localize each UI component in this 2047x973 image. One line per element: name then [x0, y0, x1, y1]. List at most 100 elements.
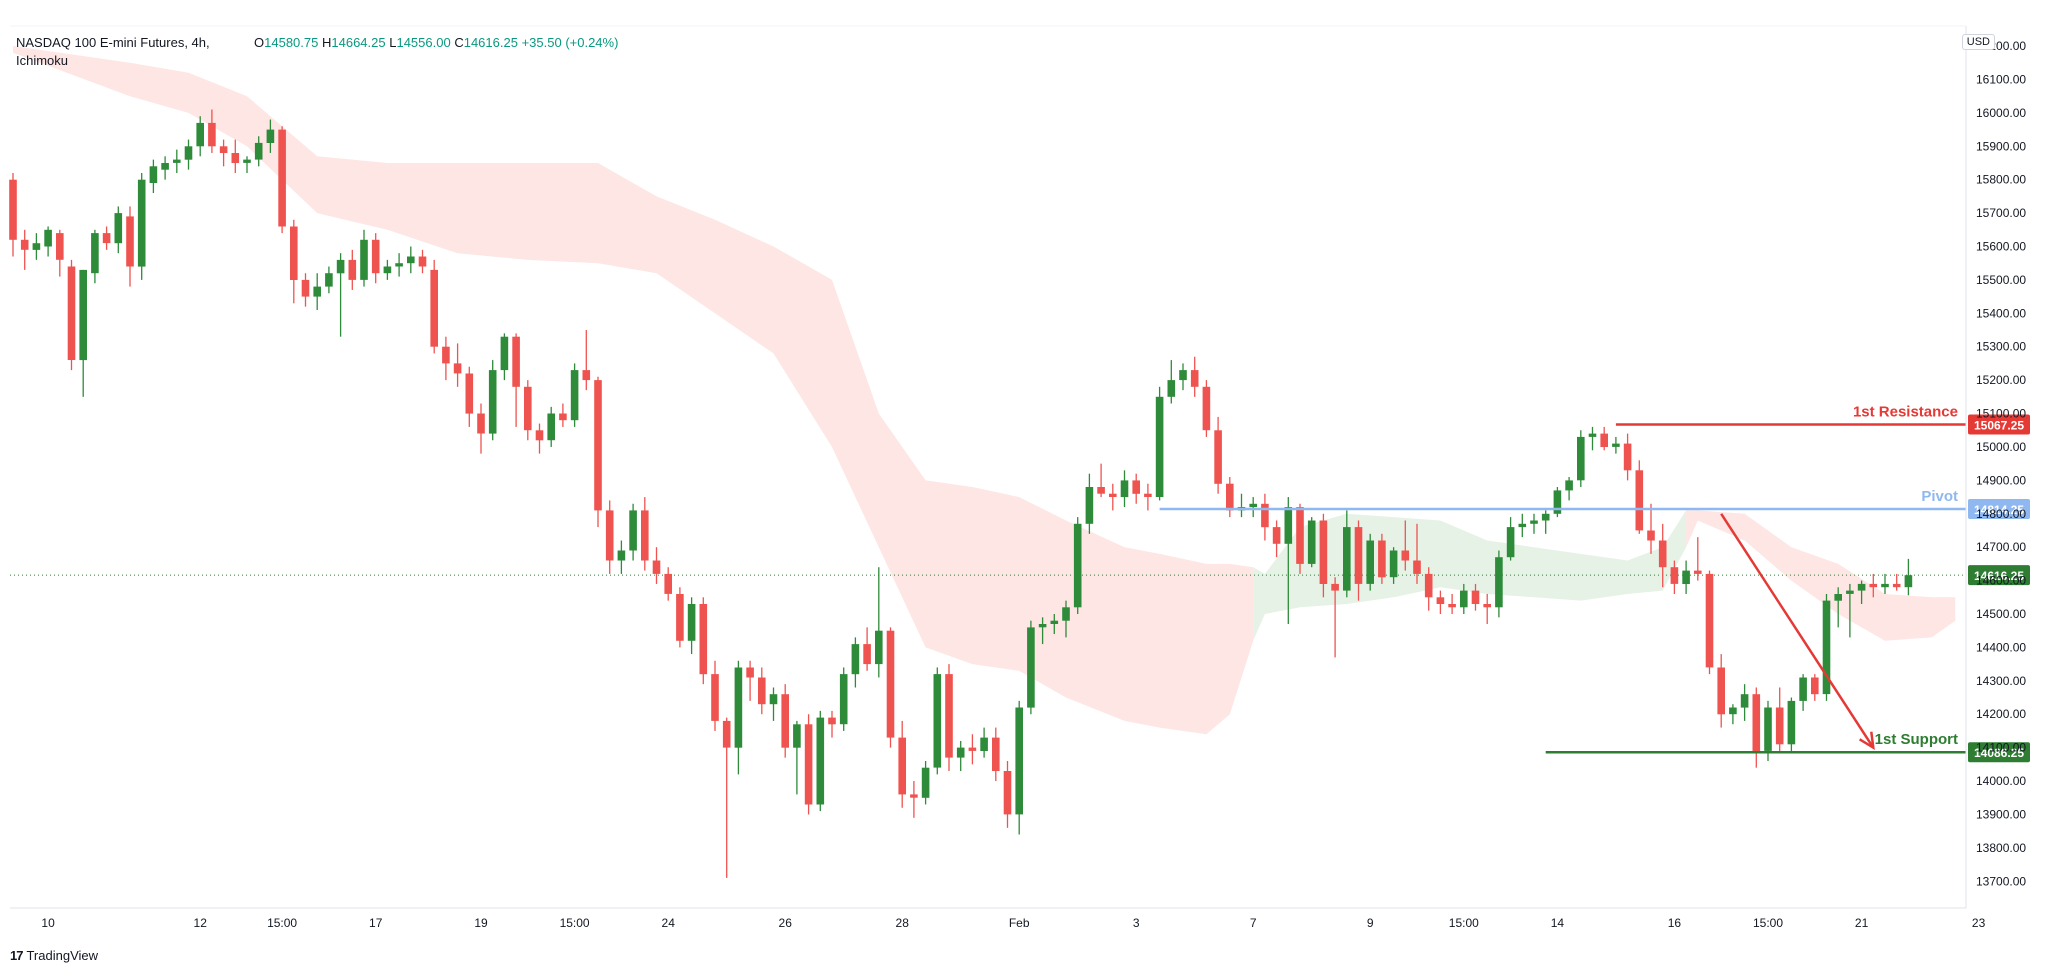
time-tick-label: 28: [896, 916, 910, 930]
candle-body: [1904, 575, 1913, 588]
candle-body: [1764, 707, 1772, 751]
candle-body: [79, 269, 87, 361]
candle-body: [477, 413, 485, 434]
candle-body: [126, 216, 134, 267]
candle-body: [1460, 590, 1468, 608]
candle-body: [453, 363, 462, 374]
candle-body: [1167, 380, 1176, 397]
price-tick-label: 15300.00: [1976, 340, 2026, 354]
candle-body: [173, 159, 181, 163]
candle-body: [1389, 550, 1398, 578]
time-tick-label: 23: [1972, 916, 1986, 930]
candle-body: [1097, 487, 1105, 494]
candle-body: [313, 286, 321, 297]
candle-body: [1027, 627, 1035, 708]
candle-body: [1658, 540, 1667, 568]
candle-body: [804, 724, 813, 805]
level-name: 1st Support: [1875, 731, 1958, 748]
candle-body: [1366, 540, 1374, 584]
candle-body: [1343, 527, 1351, 591]
candle-body: [1249, 503, 1257, 508]
price-tick-label: 15200.00: [1976, 373, 2026, 387]
candle-body: [1869, 583, 1878, 588]
candle-body: [348, 259, 357, 280]
candle-body: [1284, 507, 1293, 544]
candle-body: [1261, 503, 1269, 528]
candle-body: [1799, 677, 1807, 701]
candle-body: [430, 269, 438, 347]
candle-body: [617, 550, 626, 561]
candle-body: [956, 747, 965, 758]
level-price-tag: [1968, 742, 2030, 763]
candle-body: [793, 724, 801, 748]
candle-body: [1553, 490, 1562, 514]
change-value: +35.50 (+0.24%): [521, 35, 619, 50]
candle-body: [863, 644, 871, 665]
candle-body: [851, 644, 860, 675]
candle-body: [1296, 507, 1304, 564]
candle-body: [1354, 527, 1363, 584]
time-tick-label: 19: [474, 916, 488, 930]
candle-body: [1705, 573, 1714, 668]
price-tick-label: 14300.00: [1976, 674, 2026, 688]
candle-body: [535, 430, 544, 441]
candle-body: [1717, 667, 1725, 715]
time-tick-label: 9: [1367, 916, 1374, 930]
level-price-tag: [1968, 414, 2030, 435]
candle-body: [1202, 386, 1211, 431]
ohlc-values: O14580.75 H14664.25 L14556.00 C14616.25 …: [254, 34, 618, 52]
currency-button[interactable]: USD: [1961, 34, 1995, 50]
candle-body: [91, 233, 99, 274]
tradingview-brand[interactable]: 17 TradingView: [10, 948, 98, 963]
candle-body: [407, 256, 415, 264]
candle-body: [582, 370, 591, 381]
candle-body: [290, 226, 298, 280]
candle-body: [301, 279, 310, 297]
candle-body: [1846, 590, 1854, 594]
candle-body: [1752, 694, 1761, 751]
candle-body: [758, 677, 766, 705]
time-tick-label: 24: [662, 916, 676, 930]
candle-body: [20, 239, 29, 250]
candle-body: [1038, 624, 1047, 628]
candle-body: [1120, 480, 1129, 498]
symbol-title[interactable]: NASDAQ 100 E-mini Futures, 4h,: [16, 35, 210, 50]
price-axis[interactable]: 13700.00 13800.00 13900.00 14000.00 14100.00…: [1965, 26, 2026, 908]
candle-body: [968, 747, 977, 751]
candle-body: [1424, 573, 1433, 598]
candle-body: [1190, 370, 1199, 387]
candle-body: [1109, 493, 1117, 497]
time-axis[interactable]: 10 12 15:00 17 19 15:00 24 26 28 Feb 3 7 9 15:00 14 16 1…: [10, 25, 1986, 930]
brand-name: TradingView: [26, 948, 99, 963]
candle-body: [1471, 590, 1480, 604]
candle-body: [44, 229, 52, 247]
candle-body: [781, 694, 789, 748]
candle-body: [1623, 443, 1632, 471]
price-tick-label: 13800.00: [1976, 841, 2026, 855]
price-tick-label: 16000.00: [1976, 106, 2026, 120]
indicator-label[interactable]: Ichimoku: [16, 53, 69, 68]
price-tick-label: 14500.00: [1976, 607, 2026, 621]
price-tick-label: 14800.00: [1976, 507, 2026, 521]
price-tick-label: 13700.00: [1976, 874, 2026, 888]
candle-body: [641, 510, 649, 561]
candle-body: [1670, 567, 1679, 584]
candle-body: [1413, 560, 1421, 574]
price-tick-label: 15100.00: [1976, 407, 2026, 421]
symbol-legend[interactable]: NASDAQ 100 E-mini Futures, 4h, Ichimoku …: [16, 34, 618, 70]
candle-body: [570, 370, 579, 421]
candle-body: [1003, 771, 1012, 815]
candle-body: [1612, 443, 1620, 447]
price-tick-label: 15900.00: [1976, 139, 2026, 153]
time-tick-label: 26: [779, 916, 793, 930]
time-tick-label: 15:00: [267, 916, 297, 930]
candle-body: [254, 142, 263, 160]
candle-body: [243, 159, 251, 163]
candle-body: [524, 386, 532, 431]
level-price-tag: [1968, 499, 2030, 520]
candle-body: [278, 129, 286, 227]
candle-body: [1647, 530, 1655, 541]
candle-body: [1600, 433, 1608, 447]
